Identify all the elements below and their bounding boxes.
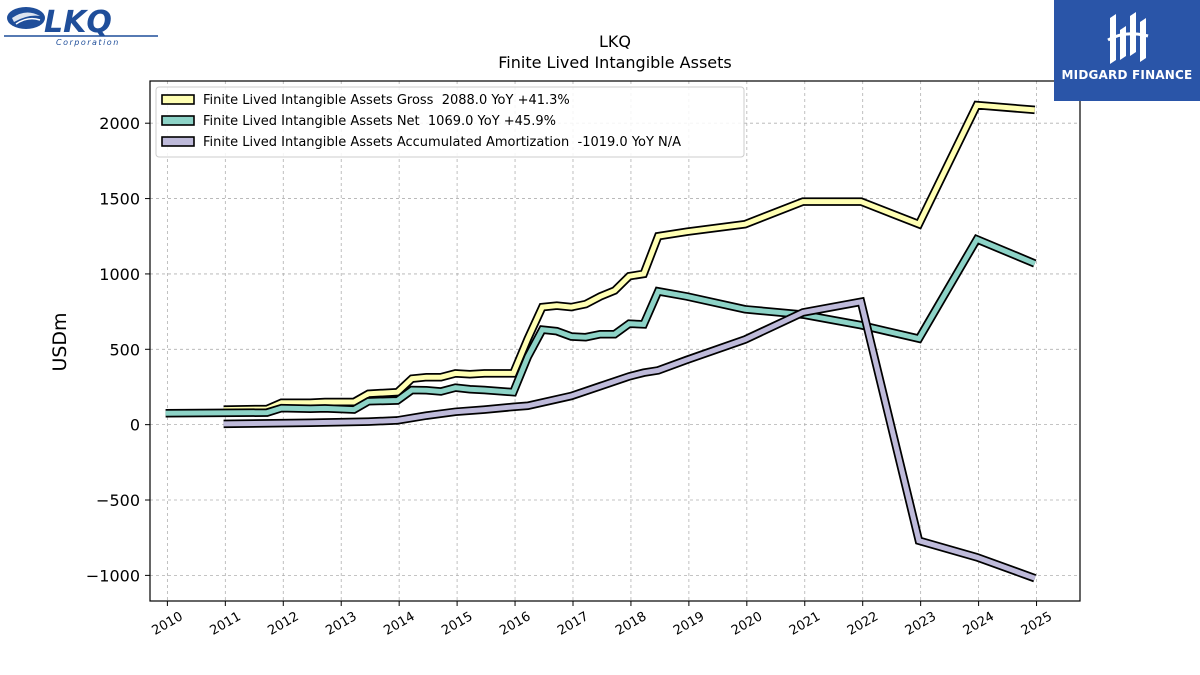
x-tick-label: 2025 — [1019, 609, 1055, 639]
x-tick-label: 2018 — [613, 609, 649, 639]
legend-label-gross: Finite Lived Intangible Assets Gross 208… — [203, 93, 570, 108]
x-tick-label: 2021 — [787, 609, 823, 639]
series-lines — [165, 100, 1037, 583]
x-tick-label: 2019 — [671, 609, 707, 639]
legend-entry-net: Finite Lived Intangible Assets Net 1069.… — [161, 114, 556, 129]
midgard-finance-logo: MIDGARD FINANCE — [1054, 0, 1200, 101]
x-tick-label: 2017 — [555, 609, 591, 639]
x-tick-label: 2024 — [961, 609, 997, 639]
series-line-1 — [165, 236, 1036, 416]
y-tick-label: 1500 — [99, 190, 140, 209]
x-tick-label: 2015 — [439, 609, 475, 639]
lkq-logo: LKQ Corporation — [4, 2, 160, 48]
svg-text:Corporation: Corporation — [56, 38, 120, 47]
legend-box — [155, 86, 745, 158]
x-tick-label: 2010 — [150, 609, 186, 639]
chart-title: LKQ — [599, 32, 631, 51]
midgard-finance-name: MIDGARD FINANCE — [1061, 68, 1193, 82]
y-tick-label: 1000 — [99, 265, 140, 284]
x-tick-label: 2022 — [845, 609, 881, 639]
legend-entry-gross: Finite Lived Intangible Assets Gross 208… — [161, 93, 570, 108]
y-axis-ticks: −1000 −500 0 500 1000 1500 2000 — [86, 114, 150, 585]
x-tick-label: 2016 — [497, 609, 533, 639]
plot-area-frame — [149, 80, 1081, 602]
y-tick-label: −500 — [96, 491, 140, 510]
chart-subtitle: Finite Lived Intangible Assets — [498, 53, 731, 72]
legend-label-net: Finite Lived Intangible Assets Net 1069.… — [203, 114, 556, 129]
x-tick-label: 2011 — [207, 609, 243, 639]
series-outline-2 — [223, 296, 1037, 583]
legend-label-amortization: Finite Lived Intangible Assets Accumulat… — [203, 135, 681, 150]
legend-swatch-gross — [161, 94, 195, 105]
grid — [150, 81, 1080, 601]
legend-entry-amortization: Finite Lived Intangible Assets Accumulat… — [161, 135, 681, 150]
series-line-0 — [223, 102, 1036, 413]
lkq-logo-graphic: LKQ Corporation — [4, 5, 158, 47]
y-tick-label: 2000 — [99, 114, 140, 133]
y-tick-label: −1000 — [86, 566, 140, 585]
series-line-2 — [223, 298, 1036, 581]
midgard-mark-icon — [1107, 12, 1149, 64]
x-tick-label: 2023 — [903, 609, 939, 639]
legend-swatch-amortization — [161, 136, 195, 147]
x-tick-label: 2014 — [381, 609, 417, 639]
svg-text:LKQ: LKQ — [44, 5, 112, 40]
y-tick-label: 0 — [130, 416, 140, 435]
x-tick-label: 2013 — [323, 609, 359, 639]
y-tick-label: 500 — [109, 340, 140, 359]
x-axis-ticks: 2010 2011 2012 2013 2014 2015 2016 2017 2018 2019… — [150, 601, 1055, 639]
x-tick-label: 2020 — [729, 609, 765, 639]
legend: Finite Lived Intangible Assets Gross 208… — [155, 86, 745, 158]
legend-swatch-net — [161, 115, 195, 126]
x-tick-label: 2012 — [265, 609, 301, 639]
y-axis-label: USDm — [49, 312, 71, 371]
